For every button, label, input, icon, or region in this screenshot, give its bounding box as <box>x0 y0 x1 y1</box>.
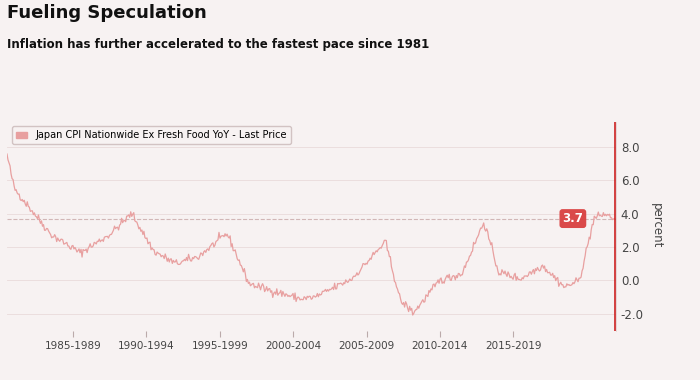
Y-axis label: percent: percent <box>650 203 664 249</box>
Text: 3.7: 3.7 <box>562 212 583 225</box>
Legend: Japan CPI Nationwide Ex Fresh Food YoY - Last Price: Japan CPI Nationwide Ex Fresh Food YoY -… <box>12 127 290 144</box>
Text: Fueling Speculation: Fueling Speculation <box>7 4 206 22</box>
Text: Inflation has further accelerated to the fastest pace since 1981: Inflation has further accelerated to the… <box>7 38 429 51</box>
